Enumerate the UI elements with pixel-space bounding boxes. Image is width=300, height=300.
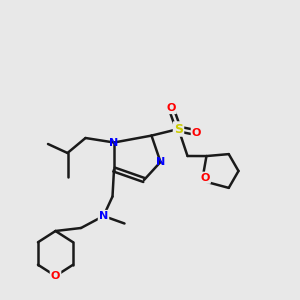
Text: O: O [166, 103, 176, 113]
Text: S: S [174, 122, 183, 136]
Text: N: N [99, 211, 108, 221]
Text: N: N [110, 137, 118, 148]
Text: O: O [192, 128, 201, 138]
Text: O: O [200, 173, 210, 183]
Text: O: O [51, 271, 60, 281]
Text: N: N [156, 157, 165, 167]
